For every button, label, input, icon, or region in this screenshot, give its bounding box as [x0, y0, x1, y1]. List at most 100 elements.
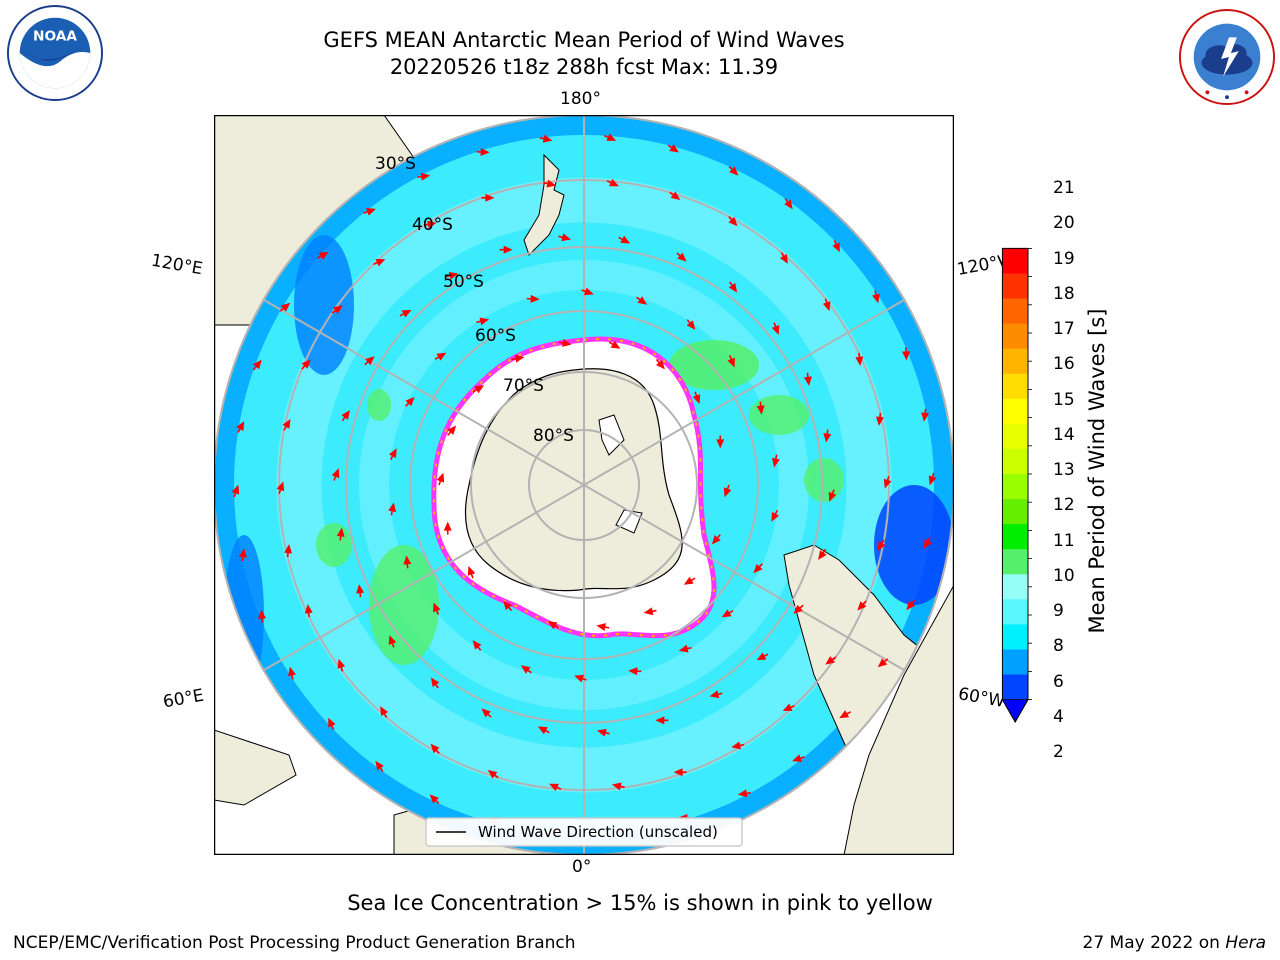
colorbar-tick-label: 18 [1053, 283, 1075, 304]
wind-wave-arrow-head [902, 351, 911, 361]
legend-label: Wind Wave Direction (unscaled) [478, 823, 718, 841]
colorbar-band [1002, 423, 1028, 450]
wind-wave-arrow-head [574, 674, 585, 683]
wind-wave-arrow-head [467, 565, 476, 576]
wind-wave-arrow-head [562, 338, 572, 347]
colorbar-band [1002, 574, 1028, 600]
wind-wave-arrow-head [284, 544, 293, 554]
wind-wave-arrow-head [336, 527, 345, 537]
wind-wave-arrow-head [257, 609, 266, 619]
colorbar-frame [1001, 247, 1029, 723]
wind-wave-arrow-head [709, 690, 720, 699]
colorbar-tick-label: 21 [1053, 178, 1075, 198]
wind-wave-arrow-head [405, 396, 415, 407]
wind-wave-arrow-head [793, 604, 803, 614]
colorbar-band [1002, 599, 1028, 625]
wind-wave-arrow-head [727, 357, 735, 368]
colorbar-band [1002, 448, 1028, 475]
wind-wave-arrow-head [771, 325, 780, 335]
wind-wave-arrow-head [906, 600, 916, 611]
wind-wave-arrow-head [583, 287, 594, 296]
wind-wave-arrow-head [782, 703, 793, 711]
colorbar-tick-label: 10 [1053, 565, 1075, 586]
wind-wave-arrow-head [530, 294, 540, 303]
wind-wave-arrow-head [723, 487, 732, 498]
wind-wave-arrow-head [436, 352, 447, 361]
lon-label-120e: 120°E [149, 250, 205, 280]
footer-date: 27 May 2022 on Hera [1083, 933, 1267, 953]
wind-wave-arrow-head [238, 548, 247, 558]
wind-wave-arrow-head [855, 356, 864, 366]
wind-wave-arrow-head [472, 640, 482, 650]
wind-wave-arrow-head [282, 419, 291, 429]
wind-wave-arrow-head [628, 667, 638, 676]
wind-wave-arrow-head [433, 602, 441, 613]
colorbar-band [1002, 373, 1028, 400]
wind-wave-arrow-head [328, 717, 336, 728]
colorbar-band [1002, 323, 1028, 350]
wind-wave-arrow-head [356, 584, 365, 594]
wind-wave-arrow-head [792, 754, 802, 762]
sea-ice-note: Sea Ice Concentration > 15% is shown in … [347, 891, 933, 915]
wind-wave-arrow-head [737, 789, 748, 798]
wind-wave-arrow-head [832, 242, 840, 253]
colorbar-band [1002, 474, 1028, 500]
wind-wave-arrow-head [670, 191, 681, 201]
wind-wave-arrow-head [677, 252, 687, 262]
wind-wave-arrow-head [611, 782, 622, 791]
colorbar-tick-label: 2 [1053, 742, 1064, 762]
wind-wave-arrow-head [479, 317, 490, 326]
colorbar-band [1002, 398, 1028, 425]
wind-wave-arrow-head [609, 178, 619, 187]
footer-host: Hera [1225, 933, 1266, 953]
wind-wave-arrow-head [337, 658, 346, 669]
chart-subtitle-run: 20220526 t18z 288h fcst Max: 11.39 [389, 55, 779, 79]
colorbar-tick-label: 15 [1053, 389, 1075, 410]
wind-wave-arrow-head [448, 271, 459, 280]
wind-wave-arrow-head [692, 394, 701, 405]
wind-wave-arrow-head [487, 769, 498, 779]
colorbar-under-arrow [1001, 699, 1029, 723]
wind-wave-arrow-head [430, 743, 440, 754]
wind-wave-arrow-head [731, 741, 741, 750]
wind-wave-arrow-head [728, 216, 738, 227]
colorbar-band [1002, 624, 1028, 650]
wind-wave-arrow-head [366, 208, 376, 216]
wind-wave-arrow-head [875, 416, 884, 426]
wind-wave-arrow-head [276, 481, 285, 492]
wind-wave-arrow-head [716, 439, 725, 449]
colorbar-tick-label: 13 [1053, 460, 1075, 480]
wind-wave-arrow-head [485, 193, 495, 202]
wind-wave-arrow-head [546, 179, 557, 188]
wind-wave-arrow-head [610, 340, 621, 349]
wind-wave-arrow-head [480, 148, 490, 157]
lat-label-30s: 30°S [375, 154, 416, 174]
lat-label-40s: 40°S [412, 215, 453, 235]
polar-map: 30°S 40°S 50°S 60°S 70°S 80°S Wind Wave … [214, 115, 954, 855]
wind-wave-arrow-head [828, 491, 837, 502]
wind-wave-arrow-head [669, 144, 679, 153]
wind-wave-arrow-head [481, 708, 491, 718]
wind-wave-arrow-head [823, 433, 832, 443]
colorbar-tick-label: 19 [1053, 248, 1075, 269]
south-america-land [843, 583, 954, 855]
wind-wave-arrow-head [656, 359, 665, 370]
colorbar-tick-label: 11 [1053, 530, 1075, 551]
colorbar-tick-label: 9 [1053, 601, 1064, 621]
wind-wave-arrow-head [561, 233, 572, 242]
wind-wave-arrow-head [301, 359, 311, 369]
wind-wave-arrow-head [779, 254, 788, 264]
wind-wave-arrow-head [380, 706, 389, 716]
wind-wave-arrow-head [331, 468, 340, 479]
wind-wave-arrow-head [877, 541, 886, 551]
wind-wave-arrow-head [756, 405, 765, 415]
chart-title: GEFS MEAN Antarctic Mean Period of Wind … [323, 28, 845, 52]
wind-wave-arrow-head [643, 607, 654, 616]
footer-org: NCEP/EMC/Verification Post Processing Pr… [13, 933, 576, 953]
wind-wave-arrow-head [596, 728, 607, 737]
colorbar-band [1002, 499, 1028, 525]
colorbar-tick-label: 16 [1053, 354, 1075, 375]
lon-label-60e: 60°E [161, 685, 206, 713]
colorbar-tick-label: 12 [1053, 495, 1075, 516]
colorbar-band [1002, 298, 1028, 324]
